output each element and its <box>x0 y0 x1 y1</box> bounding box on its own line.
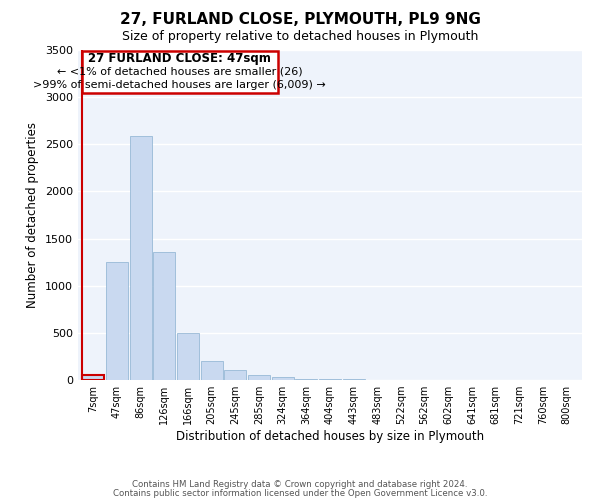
Text: >99% of semi-detached houses are larger (6,009) →: >99% of semi-detached houses are larger … <box>34 80 326 90</box>
Text: Contains public sector information licensed under the Open Government Licence v3: Contains public sector information licen… <box>113 488 487 498</box>
Bar <box>248 376 270 380</box>
Bar <box>272 377 293 380</box>
Y-axis label: Number of detached properties: Number of detached properties <box>26 122 40 308</box>
Bar <box>343 379 365 380</box>
Text: 27, FURLAND CLOSE, PLYMOUTH, PL9 9NG: 27, FURLAND CLOSE, PLYMOUTH, PL9 9NG <box>119 12 481 28</box>
Bar <box>82 376 104 380</box>
Text: Size of property relative to detached houses in Plymouth: Size of property relative to detached ho… <box>122 30 478 43</box>
Bar <box>177 333 199 380</box>
Bar <box>154 252 175 380</box>
Bar <box>319 379 341 380</box>
Text: Contains HM Land Registry data © Crown copyright and database right 2024.: Contains HM Land Registry data © Crown c… <box>132 480 468 489</box>
Bar <box>295 378 317 380</box>
Bar <box>224 370 246 380</box>
Bar <box>106 262 128 380</box>
Bar <box>130 136 152 380</box>
Bar <box>201 361 223 380</box>
Text: ← <1% of detached houses are smaller (26): ← <1% of detached houses are smaller (26… <box>57 66 302 76</box>
X-axis label: Distribution of detached houses by size in Plymouth: Distribution of detached houses by size … <box>176 430 484 443</box>
Text: 27 FURLAND CLOSE: 47sqm: 27 FURLAND CLOSE: 47sqm <box>88 52 271 65</box>
